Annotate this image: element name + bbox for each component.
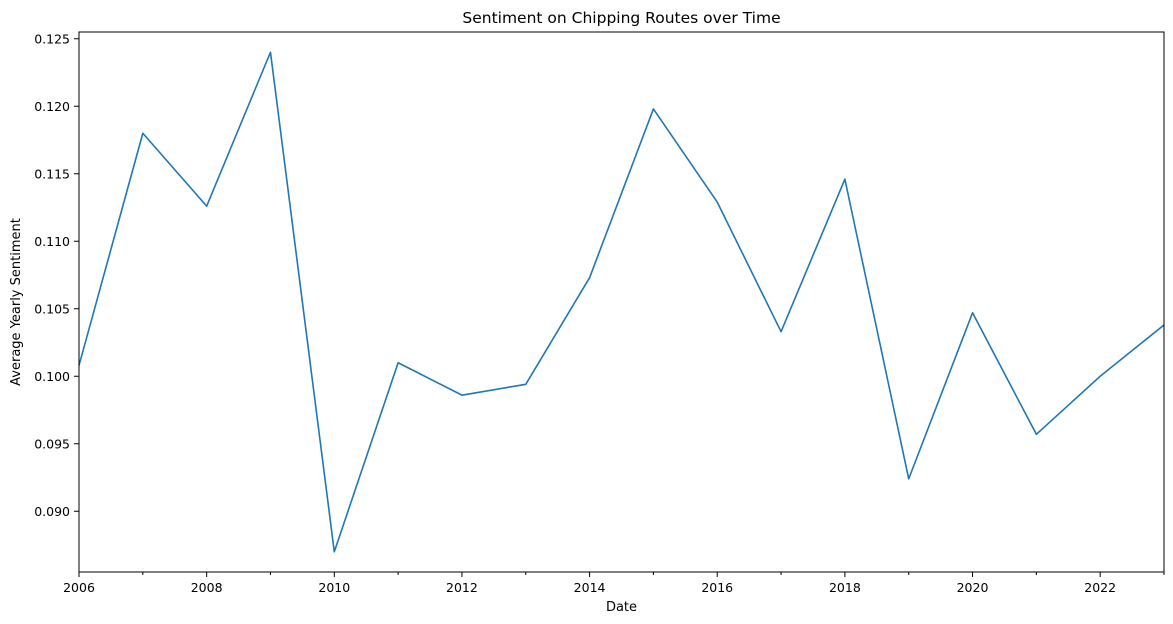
x-tick-label: 2006 (63, 580, 95, 595)
plot-area (78, 31, 1165, 573)
x-tick-label: 2012 (446, 580, 478, 595)
y-tick-label: 0.090 (34, 504, 70, 519)
x-axis-label: Date (606, 600, 637, 615)
y-tick-label: 0.115 (34, 166, 70, 181)
y-tick-label: 0.125 (34, 31, 70, 46)
y-tick-label: 0.105 (34, 301, 70, 316)
y-axis-label: Average Yearly Sentiment (9, 218, 24, 386)
y-tick-label: 0.095 (34, 436, 70, 451)
x-tick-label: 2014 (574, 580, 606, 595)
x-tick-label: 2020 (957, 580, 989, 595)
y-axis-ticks: 0.090 0.095 0.100 0.105 0.110 0.115 0.120 0.125 (34, 31, 79, 519)
x-axis-ticks: 2006 2008 2010 2012 2014 2016 2018 2020 2022 (63, 572, 1165, 595)
x-tick-label: 2018 (829, 580, 861, 595)
axes-frame (78, 31, 1165, 573)
x-tick-label: 2010 (318, 580, 350, 595)
y-tick-label: 0.110 (34, 234, 70, 249)
x-tick-label: 2008 (191, 580, 223, 595)
x-tick-label: 2016 (701, 580, 733, 595)
y-tick-label: 0.120 (34, 99, 70, 114)
chart-title: Sentiment on Chipping Routes over Time (462, 9, 780, 27)
x-tick-label: 2022 (1084, 580, 1116, 595)
series-line-0 (78, 51, 1165, 553)
y-tick-label: 0.100 (34, 369, 70, 384)
